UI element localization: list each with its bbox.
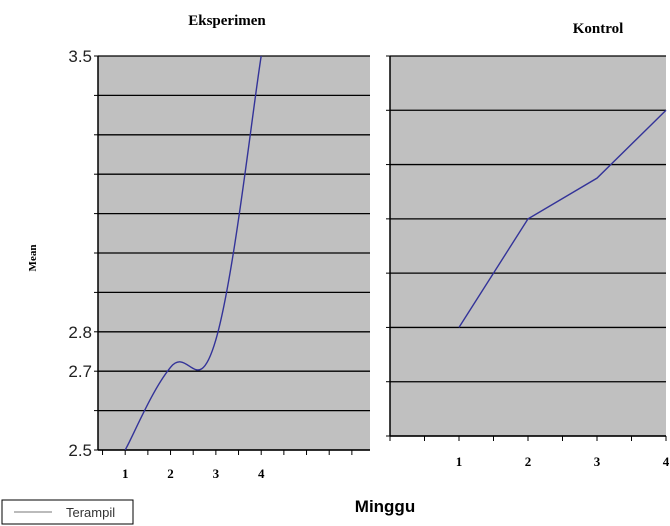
y-tick-labels-eksperimen: 3.5 2.8 2.7 2.5 [68, 47, 92, 460]
x-tick-label: 3 [594, 454, 601, 469]
y-tick-label: 2.5 [68, 441, 92, 460]
chart-title-eksperimen: Eksperimen [188, 13, 266, 29]
x-tick-label: 3 [213, 466, 220, 481]
y-axis-label: Mean [27, 245, 39, 272]
legend-label: Terampil [66, 505, 115, 520]
y-tick-label: 2.7 [68, 362, 92, 381]
plot-area-kontrol [390, 56, 666, 436]
x-tick-label: 2 [525, 454, 532, 469]
series-line-eksperimen [124, 55, 262, 451]
axes-kontrol [386, 55, 667, 441]
x-tick-label: 4 [663, 454, 670, 469]
panel-kontrol: Kontrol 1 2 3 4 [386, 21, 670, 469]
panel-eksperimen: Eksperimen 3.5 2.8 2.7 2.5 1 2 3 4 [68, 13, 370, 481]
y-tick-label: 3.5 [68, 47, 92, 66]
x-tick-labels-eksperimen: 1 2 3 4 [122, 466, 265, 481]
x-tick-label: 2 [167, 466, 174, 481]
x-tick-label: 1 [456, 454, 463, 469]
series-line-kontrol [458, 109, 667, 328]
grid-lines-eksperimen [98, 55, 370, 451]
x-tick-label: 1 [122, 466, 129, 481]
x-tick-label: 4 [258, 466, 265, 481]
chart-title-kontrol: Kontrol [573, 21, 624, 37]
axes-eksperimen [94, 55, 370, 455]
x-tick-labels-kontrol: 1 2 3 4 [456, 454, 670, 469]
legend: Terampil [1, 499, 134, 525]
x-axis-label: Minggu [355, 497, 415, 516]
y-tick-label: 2.8 [68, 323, 92, 342]
